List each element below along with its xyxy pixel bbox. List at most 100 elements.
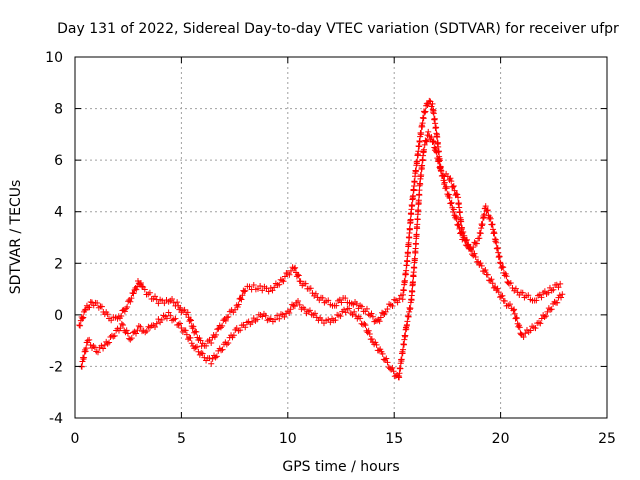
data-point-marker xyxy=(407,305,414,312)
data-point-marker xyxy=(277,276,284,283)
data-point-marker xyxy=(249,319,256,326)
data-point-marker xyxy=(129,290,136,297)
data-point-marker xyxy=(433,124,440,131)
data-point-marker xyxy=(456,225,463,232)
data-point-marker xyxy=(155,300,162,307)
data-point-marker xyxy=(232,306,239,313)
data-point-marker xyxy=(431,144,438,151)
data-point-marker xyxy=(559,291,566,298)
data-point-marker xyxy=(77,322,84,329)
data-point-marker xyxy=(455,222,462,229)
data-point-marker xyxy=(396,370,403,377)
data-point-marker xyxy=(449,183,456,190)
data-point-marker xyxy=(124,330,131,337)
data-point-marker xyxy=(94,300,101,307)
data-point-marker xyxy=(225,339,232,346)
data-point-marker xyxy=(79,315,86,322)
data-point-marker xyxy=(430,137,437,144)
data-point-marker xyxy=(448,199,455,206)
data-point-marker xyxy=(400,346,407,353)
grid xyxy=(75,57,607,418)
data-point-marker xyxy=(481,268,488,275)
data-point-marker xyxy=(472,253,479,260)
data-point-marker xyxy=(123,327,130,334)
data-point-marker xyxy=(219,322,226,329)
data-point-marker xyxy=(181,306,188,313)
data-point-marker xyxy=(489,221,496,228)
data-point-marker xyxy=(407,216,414,223)
data-point-marker xyxy=(338,299,345,306)
data-point-marker xyxy=(254,316,261,323)
data-point-marker xyxy=(276,315,283,322)
data-point-marker xyxy=(187,316,194,323)
data-point-marker xyxy=(506,301,513,308)
data-point-marker xyxy=(429,100,436,107)
data-point-marker xyxy=(527,327,534,334)
data-point-marker xyxy=(182,327,189,334)
data-point-marker xyxy=(90,343,97,350)
data-point-marker xyxy=(352,312,359,319)
data-point-marker xyxy=(453,216,460,223)
data-point-marker xyxy=(457,209,464,216)
data-point-marker xyxy=(133,286,140,293)
data-point-marker xyxy=(87,341,94,348)
y-tick-label: -2 xyxy=(49,359,63,375)
data-point-marker xyxy=(411,178,418,185)
data-point-marker xyxy=(447,175,454,182)
data-point-marker xyxy=(313,314,320,321)
data-point-marker xyxy=(175,321,182,328)
data-point-marker xyxy=(86,336,93,343)
data-point-marker xyxy=(213,353,220,360)
data-point-marker xyxy=(483,208,490,215)
data-point-marker xyxy=(409,278,416,285)
data-point-marker xyxy=(139,283,146,290)
data-point-marker xyxy=(86,304,93,311)
data-point-marker xyxy=(484,207,491,214)
data-point-marker xyxy=(292,264,299,271)
data-point-marker xyxy=(377,314,384,321)
data-point-marker xyxy=(108,317,115,324)
data-point-marker xyxy=(206,355,213,362)
data-point-marker xyxy=(230,332,237,339)
x-tick-label: 10 xyxy=(279,431,297,447)
data-point-marker xyxy=(118,320,125,327)
data-point-marker xyxy=(554,299,561,306)
x-tick-label: 15 xyxy=(385,431,403,447)
data-point-marker xyxy=(225,313,232,320)
data-point-marker xyxy=(358,303,365,310)
data-point-marker xyxy=(555,284,562,291)
data-point-marker xyxy=(477,260,484,267)
data-point-marker xyxy=(404,318,411,325)
data-point-marker xyxy=(538,315,545,322)
data-point-marker xyxy=(198,349,205,356)
data-point-marker xyxy=(81,354,88,361)
data-point-marker xyxy=(453,190,460,197)
data-point-marker xyxy=(127,336,134,343)
data-point-marker xyxy=(165,309,172,316)
data-point-marker xyxy=(274,312,281,319)
data-point-marker xyxy=(478,262,485,269)
data-point-marker xyxy=(365,327,372,334)
data-point-marker xyxy=(520,333,527,340)
data-point-marker xyxy=(222,317,229,324)
data-point-marker xyxy=(332,317,339,324)
data-point-marker xyxy=(101,341,108,348)
data-point-marker xyxy=(342,295,349,302)
data-point-marker xyxy=(413,231,420,238)
data-point-marker xyxy=(421,141,428,148)
y-axis-label: SDTVAR / TECUs xyxy=(8,180,24,295)
data-point-marker xyxy=(287,267,294,274)
data-point-marker xyxy=(279,277,286,284)
data-point-marker xyxy=(487,215,494,222)
data-point-marker xyxy=(146,289,153,296)
data-point-marker xyxy=(496,253,503,260)
data-point-marker xyxy=(494,285,501,292)
data-point-marker xyxy=(376,318,383,325)
data-point-marker xyxy=(296,301,303,308)
data-point-marker xyxy=(351,308,358,315)
data-point-marker xyxy=(212,354,219,361)
data-point-marker xyxy=(208,360,215,367)
data-point-marker xyxy=(235,301,242,308)
data-point-marker xyxy=(419,120,426,127)
data-point-marker xyxy=(187,334,194,341)
